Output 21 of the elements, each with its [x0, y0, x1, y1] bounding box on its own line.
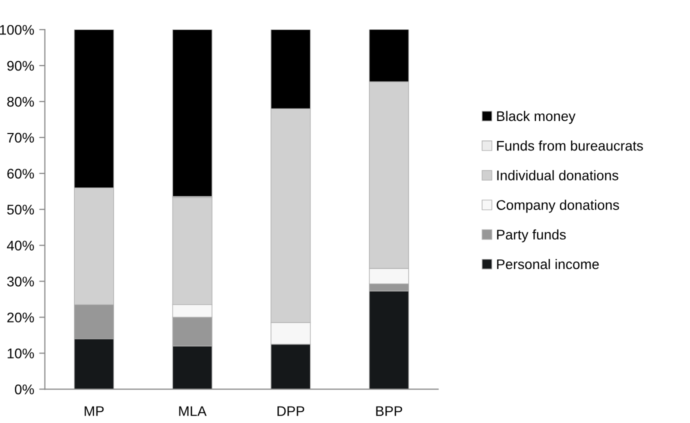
- y-tick-label: 80%: [7, 96, 34, 107]
- y-tick-label: 40%: [6, 240, 34, 251]
- y-tick-label: 100%: [0, 24, 34, 35]
- y-tick-label: 50%: [7, 204, 34, 215]
- legend-label: Individual donations: [497, 170, 618, 180]
- y-tick-label: 30%: [7, 276, 34, 286]
- x-tick-label: DPP: [278, 406, 304, 416]
- x-tick-label: BPP: [376, 406, 402, 416]
- y-tick-label: 90%: [7, 60, 34, 71]
- y-tick-label: 10%: [8, 348, 34, 358]
- legend-label: Black money: [497, 110, 576, 124]
- y-tick-label: 70%: [7, 132, 34, 143]
- x-tick-label: MLA: [179, 406, 207, 416]
- y-tick-label: 20%: [7, 312, 34, 322]
- legend-label: Personal income: [497, 258, 599, 270]
- x-tick-label: MP: [84, 406, 104, 416]
- legend-label: Funds from bureaucrats: [497, 140, 643, 151]
- y-tick-label: 60%: [7, 168, 34, 179]
- legend-label: Party funds: [497, 229, 566, 242]
- legend-label: Company donations: [496, 200, 620, 213]
- y-tick-label: 0%: [14, 384, 34, 394]
